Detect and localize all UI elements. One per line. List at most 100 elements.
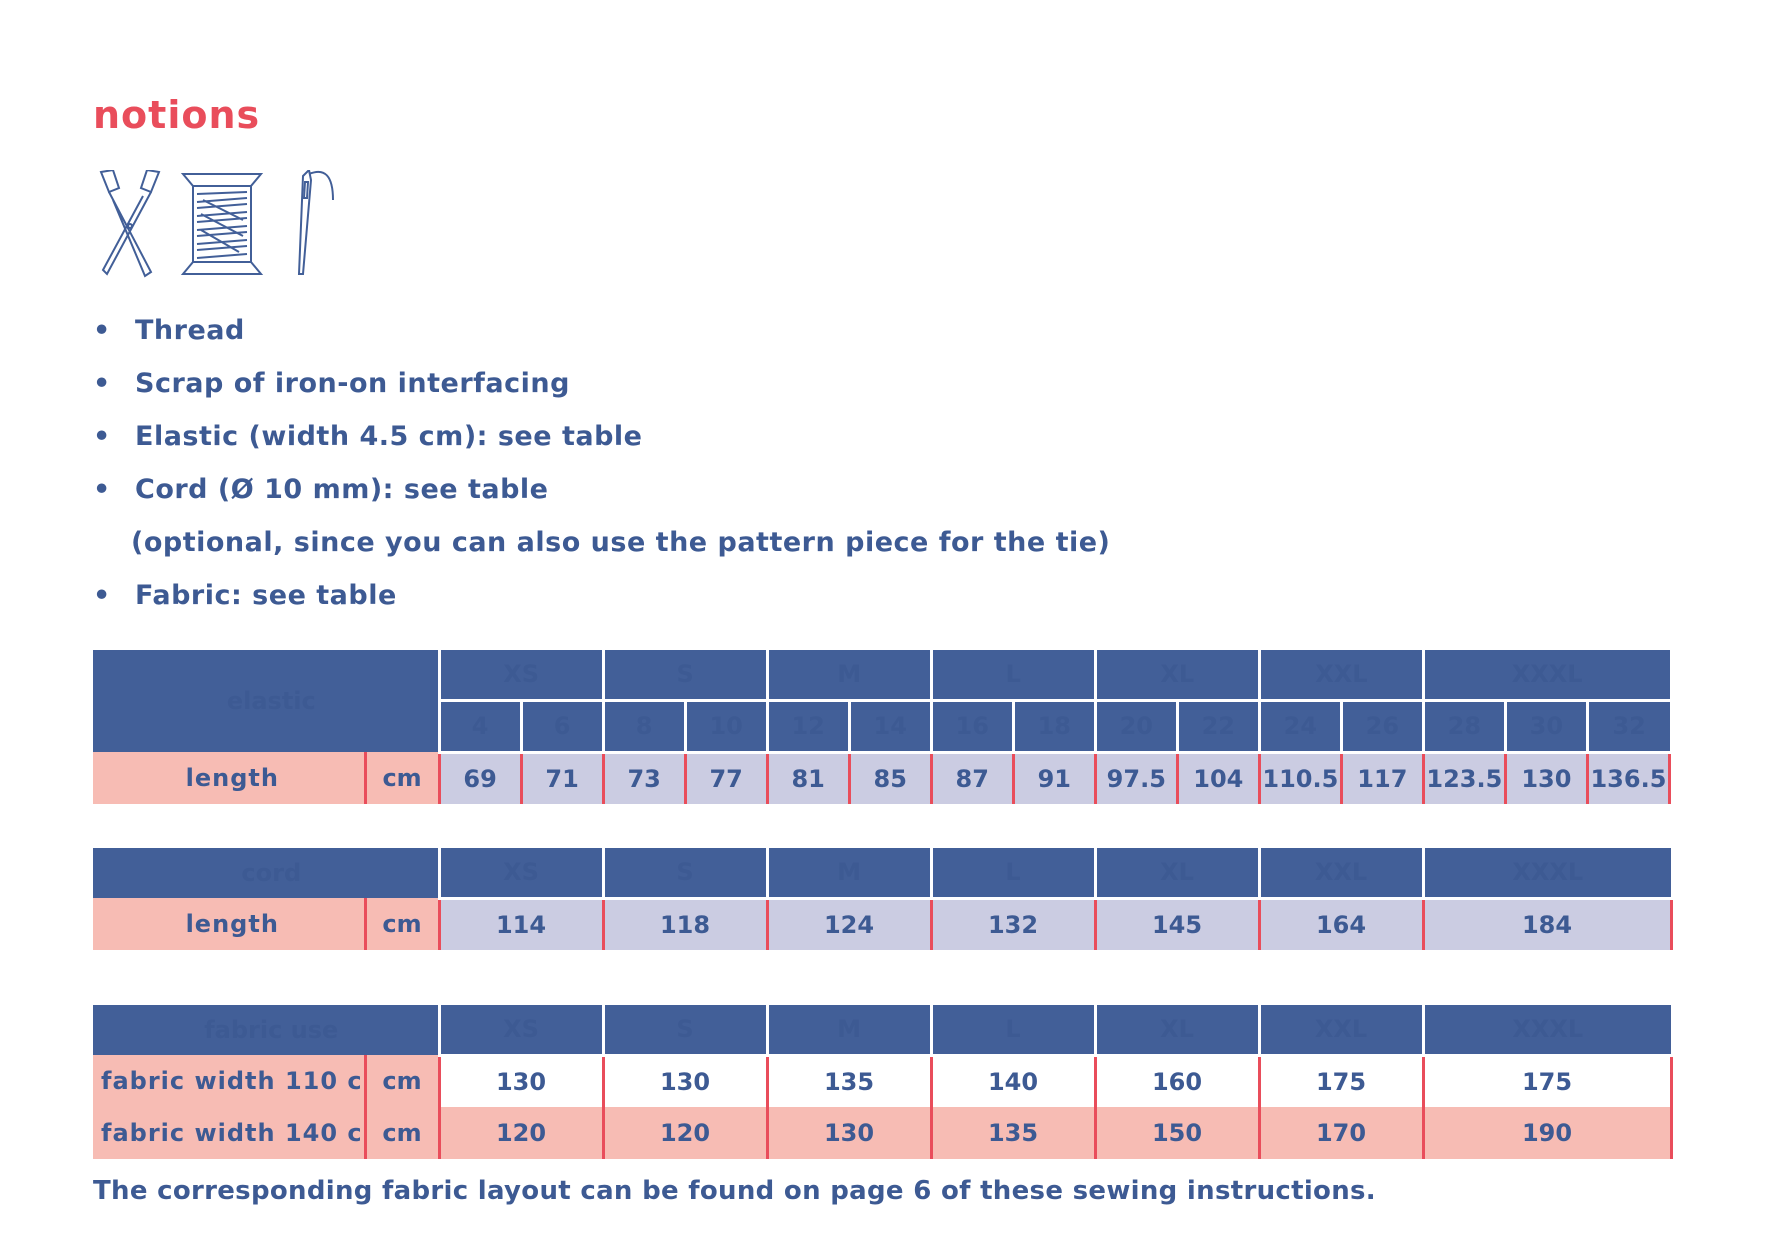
size-number: 24 — [1257, 700, 1342, 754]
thread-spool-icon — [180, 173, 264, 275]
table-cell: 85 — [847, 752, 932, 804]
bullet: • — [93, 315, 111, 346]
size-number: 14 — [847, 700, 932, 754]
table-cell: 117 — [1339, 752, 1424, 804]
table-cell: 175 — [1257, 1055, 1424, 1107]
notions-list: • Thread • Scrap of iron-on interfacing • E… — [93, 313, 1110, 631]
size-header: L — [929, 650, 1096, 702]
size-number: 8 — [601, 700, 686, 754]
table-cell: 114 — [437, 898, 604, 950]
list-item: • Elastic (width 4.5 cm): see table — [93, 419, 1110, 472]
size-number: 18 — [1011, 700, 1096, 754]
row-label: fabric width 140 cm — [93, 1107, 367, 1159]
table-cell: 190 — [1421, 1107, 1673, 1159]
size-header: XXXL — [1421, 1005, 1672, 1057]
table-cell: 124 — [765, 898, 932, 950]
list-item: • Cord (Ø 10 mm): see table — [93, 472, 1110, 525]
table-cell: 104 — [1175, 752, 1260, 804]
bullet: • — [93, 368, 111, 399]
row-unit: cm — [365, 1107, 440, 1159]
size-number: 20 — [1093, 700, 1178, 754]
table-cell: 130 — [1503, 752, 1588, 804]
table-row: fabric width 140 cm cm 120 120 130 135 1… — [93, 1107, 1673, 1159]
elastic-table: elastic XS S M L XL XXL XXXL 4 6 8 10 12… — [93, 650, 1672, 804]
table-cell: 145 — [1093, 898, 1260, 950]
list-item-note: (optional, since you can also use the pa… — [93, 525, 1110, 578]
size-header: M — [765, 650, 932, 702]
size-header: XL — [1093, 650, 1260, 702]
row-unit: cm — [365, 752, 440, 804]
bullet: • — [93, 580, 111, 611]
table-cell: 73 — [601, 752, 686, 804]
table-cell: 130 — [765, 1107, 932, 1159]
list-item: • Fabric: see table — [93, 578, 1110, 631]
scissors-icon — [99, 170, 161, 278]
table-cell: 91 — [1011, 752, 1096, 804]
table-cell: 130 — [601, 1055, 768, 1107]
list-item-note-text: (optional, since you can also use the pa… — [131, 527, 1111, 558]
row-label: fabric width 110 cm — [93, 1055, 367, 1107]
bullet: • — [93, 474, 111, 505]
size-number: 10 — [683, 700, 768, 754]
table-cell: 118 — [601, 898, 768, 950]
table-cell: 132 — [929, 898, 1096, 950]
table-cell: 130 — [437, 1055, 604, 1107]
table-cell: 69 — [437, 752, 522, 804]
row-label: length — [93, 752, 367, 804]
table-row: length cm 114 118 124 132 145 164 184 — [93, 898, 1673, 950]
row-label: length — [93, 898, 367, 950]
notions-icons — [99, 170, 334, 278]
table-cell: 97.5 — [1093, 752, 1178, 804]
size-header: S — [601, 1005, 768, 1057]
needle-icon — [297, 170, 334, 275]
footer-note: The corresponding fabric layout can be f… — [93, 1176, 1376, 1206]
size-header: XL — [1093, 1005, 1260, 1057]
size-header: XXXL — [1421, 848, 1672, 900]
table-cell: 135 — [765, 1055, 932, 1107]
size-number: 6 — [519, 700, 604, 754]
list-item-text: Cord (Ø 10 mm): see table — [135, 474, 549, 505]
size-header: XL — [1093, 848, 1260, 900]
size-number: 30 — [1503, 700, 1588, 754]
fabric-header: fabric use — [93, 1005, 440, 1055]
table-cell: 77 — [683, 752, 768, 804]
list-item-text: Scrap of iron-on interfacing — [135, 368, 570, 399]
list-item-text: Thread — [135, 315, 245, 346]
list-item-text: Fabric: see table — [135, 580, 397, 611]
table-cell: 120 — [601, 1107, 768, 1159]
table-cell: 164 — [1257, 898, 1424, 950]
table-row: length cm 69 71 73 77 81 85 87 91 97.5 1… — [93, 752, 1672, 804]
size-header: M — [765, 1005, 932, 1057]
table-cell: 120 — [437, 1107, 604, 1159]
table-cell: 81 — [765, 752, 850, 804]
table-cell: 150 — [1093, 1107, 1260, 1159]
size-header: XXL — [1257, 1005, 1424, 1057]
row-unit: cm — [365, 1055, 440, 1107]
size-number: 26 — [1339, 700, 1424, 754]
bullet: • — [93, 421, 111, 452]
fabric-table: fabric use XS S M L XL XXL XXXL fabric w… — [93, 1005, 1673, 1159]
list-item-text: Elastic (width 4.5 cm): see table — [135, 421, 643, 452]
table-cell: 184 — [1421, 898, 1673, 950]
size-header: XXL — [1257, 848, 1424, 900]
size-number: 16 — [929, 700, 1014, 754]
list-item: • Scrap of iron-on interfacing — [93, 366, 1110, 419]
row-unit: cm — [365, 898, 440, 950]
size-header: L — [929, 848, 1096, 900]
table-cell: 110.5 — [1257, 752, 1342, 804]
size-number: 32 — [1585, 700, 1670, 754]
size-header: S — [601, 848, 768, 900]
elastic-header: elastic — [93, 650, 440, 752]
size-header: XS — [437, 848, 604, 900]
table-cell: 136.5 — [1585, 752, 1672, 804]
size-header: L — [929, 1005, 1096, 1057]
table-cell: 123.5 — [1421, 752, 1506, 804]
table-cell: 71 — [519, 752, 604, 804]
table-cell: 170 — [1257, 1107, 1424, 1159]
table-cell: 140 — [929, 1055, 1096, 1107]
size-header: XXL — [1257, 650, 1424, 702]
table-row: fabric width 110 cm cm 130 130 135 140 1… — [93, 1055, 1673, 1107]
size-number: 28 — [1421, 700, 1506, 754]
size-header: XXXL — [1421, 650, 1670, 702]
page-title: notions — [93, 93, 261, 137]
